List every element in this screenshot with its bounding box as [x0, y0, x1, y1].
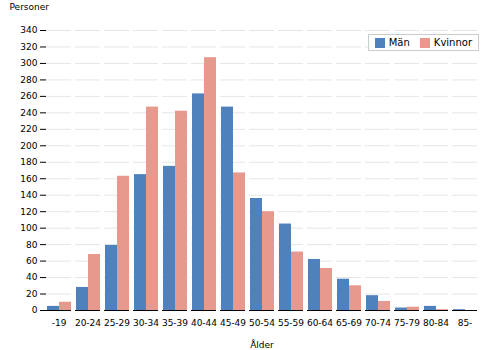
svg-text:220: 220	[20, 124, 37, 134]
svg-text:20: 20	[26, 289, 38, 299]
svg-text:240: 240	[20, 108, 37, 118]
svg-text:40-44: 40-44	[191, 318, 217, 328]
html-text:Män: Män	[388, 37, 410, 48]
svg-text:100: 100	[20, 223, 37, 233]
svg-text:80-84: 80-84	[423, 318, 449, 328]
svg-text:25-29: 25-29	[104, 318, 130, 328]
svg-text:55-59: 55-59	[278, 318, 304, 328]
svg-text:340: 340	[20, 25, 37, 35]
svg-text:85-: 85-	[458, 318, 473, 328]
svg-text:120: 120	[20, 207, 37, 217]
svg-text:30-34: 30-34	[133, 318, 159, 328]
svg-text:140: 140	[20, 190, 37, 200]
svg-text:180: 180	[20, 157, 37, 167]
svg-text:20-24: 20-24	[75, 318, 101, 328]
svg-text:70-74: 70-74	[365, 318, 391, 328]
svg-text:50-54: 50-54	[249, 318, 275, 328]
svg-text:60: 60	[26, 256, 38, 266]
svg-text:300: 300	[20, 58, 37, 68]
svg-text:-19: -19	[52, 318, 67, 328]
html-text:Kvinnor: Kvinnor	[433, 37, 472, 48]
svg-text:40: 40	[26, 272, 38, 282]
svg-text:65-69: 65-69	[336, 318, 362, 328]
svg-text:45-49: 45-49	[220, 318, 246, 328]
svg-text:280: 280	[20, 75, 37, 85]
svg-text:260: 260	[20, 91, 37, 101]
svg-text:60-64: 60-64	[307, 318, 333, 328]
svg-text:320: 320	[20, 42, 37, 52]
svg-text:200: 200	[20, 141, 37, 151]
svg-text:75-79: 75-79	[394, 318, 420, 328]
svg-text:0: 0	[32, 305, 38, 315]
svg-text:Personer: Personer	[10, 2, 50, 12]
svg-text:35-39: 35-39	[162, 318, 188, 328]
svg-text:80: 80	[26, 239, 38, 249]
svg-text:Ålder: Ålder	[250, 339, 274, 350]
svg-text:160: 160	[20, 174, 37, 184]
